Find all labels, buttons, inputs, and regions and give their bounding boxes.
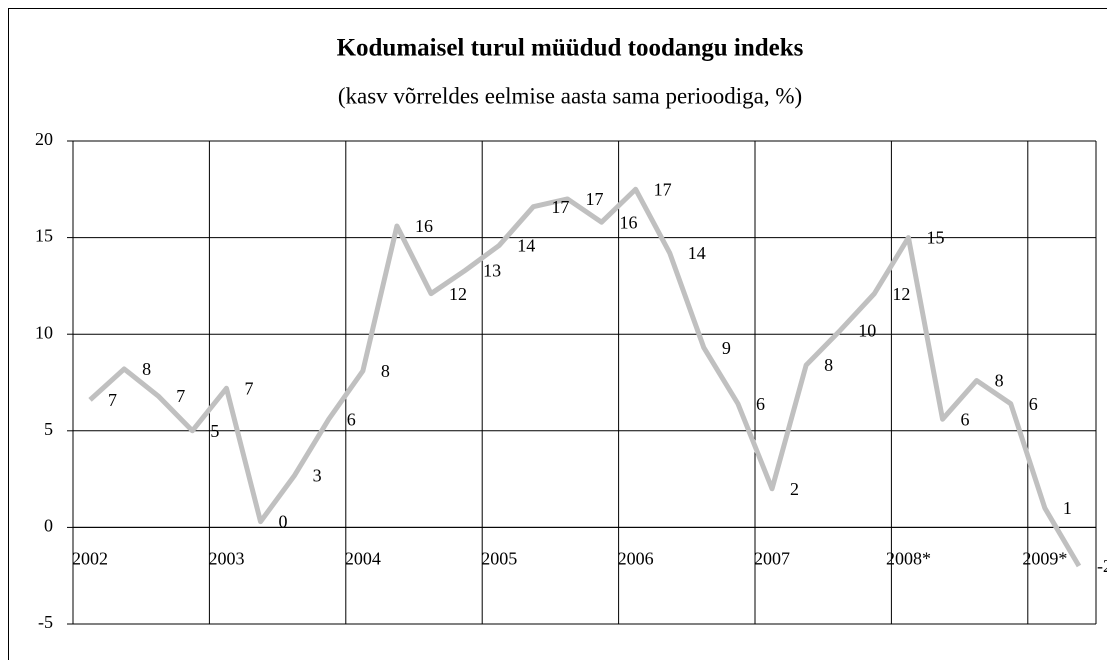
data-label: 15 (926, 228, 944, 248)
data-label: 17 (585, 189, 603, 209)
data-line (88, 186, 1082, 568)
y-tick-label: -5 (38, 612, 53, 632)
data-label: 9 (722, 338, 731, 358)
data-label: 6 (347, 409, 356, 429)
data-label: 8 (824, 355, 833, 375)
data-label: 17 (551, 197, 569, 217)
x-tick-label: 2006 (618, 549, 654, 569)
y-tick-label: 0 (44, 516, 53, 536)
y-tick-label: 20 (35, 129, 53, 149)
chart-border (8, 8, 1107, 660)
data-label: 7 (244, 378, 253, 398)
x-tick-label: 2008* (886, 549, 931, 569)
x-tick-label: 2004 (345, 549, 381, 569)
data-label: 16 (415, 216, 433, 236)
data-label: 16 (620, 212, 638, 232)
x-tick-label: 2007 (754, 549, 790, 569)
data-label: 6 (1029, 394, 1038, 414)
data-label: 7 (176, 386, 185, 406)
x-tick-label: 2002 (72, 549, 108, 569)
data-label: 1 (1063, 498, 1072, 518)
x-tick-label: 2003 (208, 549, 244, 569)
data-label: -2 (1097, 556, 1107, 576)
data-label: 13 (483, 261, 501, 281)
y-tick-label: 15 (35, 226, 53, 246)
chart-subtitle: (kasv võrreldes eelmise aasta sama perio… (338, 83, 802, 108)
x-tick-label: 2009* (1022, 549, 1067, 569)
data-label: 12 (449, 284, 467, 304)
data-label: 8 (381, 361, 390, 381)
data-label: 6 (756, 394, 765, 414)
y-tick-label: 5 (44, 419, 53, 439)
data-label: 7 (108, 390, 117, 410)
chart-title: Kodumaisel turul müüdud toodangu indeks (337, 35, 804, 62)
data-label: 14 (517, 235, 535, 255)
data-label: 6 (961, 409, 970, 429)
data-label: 2 (790, 479, 799, 499)
data-label: 14 (688, 243, 706, 263)
data-label: 12 (892, 284, 910, 304)
data-label: 8 (995, 371, 1004, 391)
data-label: 3 (313, 465, 322, 485)
data-label: 10 (858, 320, 876, 340)
y-tick-label: 10 (35, 322, 53, 342)
data-label: 5 (210, 421, 219, 441)
x-tick-label: 2005 (481, 549, 517, 569)
data-label: 8 (142, 359, 151, 379)
data-label: 17 (654, 179, 672, 199)
data-label: 0 (279, 512, 288, 532)
